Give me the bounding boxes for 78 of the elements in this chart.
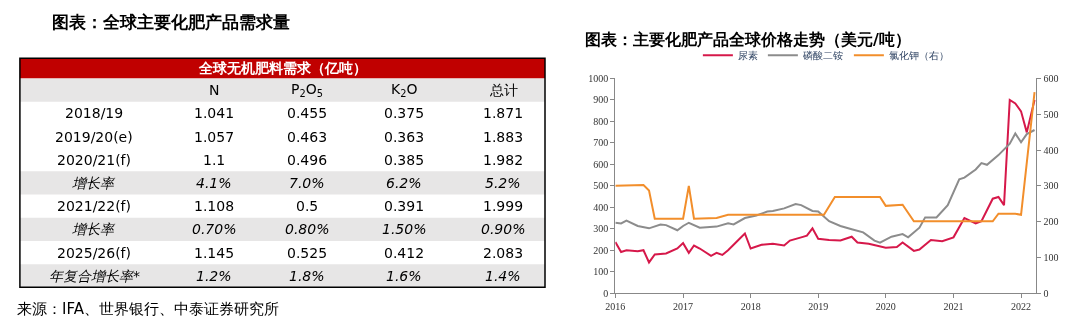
text: 1.057 — [194, 129, 235, 145]
category-label: 2020/21(f) — [57, 152, 132, 168]
text: 1.041 — [194, 105, 235, 121]
chart-title: 图表：主要化肥产品全球价格走势（美元/吨） — [585, 30, 911, 49]
text: 1.883 — [483, 129, 524, 145]
text: 0.455 — [287, 105, 328, 121]
text: 1.871 — [483, 105, 524, 121]
legend-label: 氯化钾（右） — [888, 50, 949, 62]
x-tick-label: 2020 — [875, 301, 896, 313]
text: 6.2% — [386, 175, 422, 191]
source-note: 来源：IFA、世界银行、中泰证券研究所 — [17, 300, 279, 318]
text: 1.4% — [485, 268, 521, 284]
y2-tick-label: 200 — [1043, 216, 1059, 228]
text: 4.1% — [196, 175, 232, 191]
text: 0.70% — [192, 221, 237, 237]
category-label: 2021/22(f) — [57, 198, 132, 214]
text: 1.8% — [289, 268, 325, 284]
text: 1.108 — [194, 198, 235, 214]
y-tick-label: 600 — [593, 158, 609, 170]
text: 5.2% — [485, 175, 521, 191]
category-label: 增长率 — [72, 221, 114, 237]
text: 1.50% — [382, 221, 427, 237]
category-label: K$_{2}$O — [391, 81, 418, 99]
category-label: 增长率 — [72, 175, 114, 191]
y-tick-label: 0 — [603, 287, 609, 299]
text: 1.6% — [386, 268, 422, 284]
x-tick-label: 2018 — [740, 301, 761, 313]
legend-label: 尿素 — [737, 50, 758, 62]
text: 0.385 — [384, 152, 425, 168]
y-tick-label: 900 — [593, 94, 609, 106]
y-tick-label: 700 — [593, 137, 609, 149]
y-tick-label: 800 — [593, 115, 609, 127]
y-tick-label: 400 — [593, 201, 609, 213]
x-tick-label: 2022 — [1011, 301, 1032, 313]
text: 0.375 — [384, 105, 425, 121]
text: 0.463 — [287, 129, 328, 145]
text: 0.80% — [285, 221, 330, 237]
category-label: 2025/26(f) — [57, 245, 132, 261]
text: 1.2% — [196, 268, 232, 284]
y2-tick-label: 0 — [1043, 287, 1049, 299]
text: 1.982 — [483, 152, 524, 168]
y2-tick-label: 400 — [1043, 144, 1059, 156]
x-tick-label: 2016 — [605, 301, 626, 313]
text: 0.391 — [384, 198, 425, 214]
text: 0.412 — [384, 245, 425, 261]
x-tick-label: 2021 — [943, 301, 964, 313]
text: 图表：全球主要化肥产品需求量 — [52, 12, 290, 32]
line-series — [615, 91, 1036, 223]
text: 0.363 — [384, 129, 425, 145]
category-label: N — [209, 82, 220, 98]
text: 0.90% — [481, 221, 526, 237]
category-label: 2019/20(e) — [55, 129, 133, 145]
line-series — [615, 98, 1036, 264]
x-tick-label: 2017 — [673, 301, 694, 313]
legend-label: 磷酸二铵 — [801, 50, 843, 62]
y-tick-label: 1000 — [588, 72, 609, 84]
y2-tick-label: 600 — [1043, 72, 1059, 84]
x-tick-label: 2019 — [808, 301, 829, 313]
category-label: 总计 — [489, 82, 518, 98]
y2-tick-label: 300 — [1043, 180, 1059, 192]
y-tick-label: 200 — [593, 244, 609, 256]
text: 全球无机肥料需求（亿吨） — [198, 60, 367, 76]
text: 0.496 — [287, 152, 328, 168]
y2-tick-label: 100 — [1043, 251, 1059, 263]
y-tick-label: 300 — [593, 223, 609, 235]
category-label: 2018/19 — [65, 105, 124, 121]
text: 0.5 — [296, 198, 319, 214]
text: 1.145 — [194, 245, 235, 261]
text: 1.999 — [483, 198, 524, 214]
y-tick-label: 100 — [593, 266, 609, 278]
y-tick-label: 500 — [593, 180, 609, 192]
text: 2.083 — [483, 245, 524, 261]
text: 1.1 — [203, 152, 226, 168]
text: 0.525 — [287, 245, 328, 261]
y2-tick-label: 500 — [1043, 108, 1059, 120]
category-label: P$_{2}$O$_{5}$ — [291, 81, 323, 99]
category-label: 年复合增长率* — [49, 268, 140, 284]
text: 7.0% — [289, 175, 325, 191]
